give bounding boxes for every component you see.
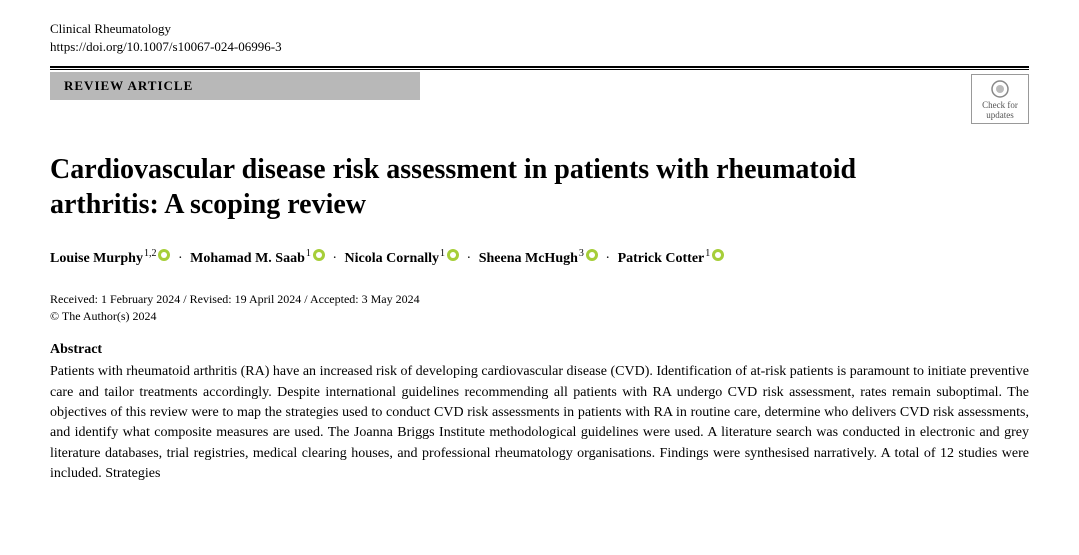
author-separator: · xyxy=(178,251,183,266)
article-type-badge: REVIEW ARTICLE xyxy=(50,72,420,100)
author-separator: · xyxy=(605,251,610,266)
article-type-row: REVIEW ARTICLE Check for updates xyxy=(50,72,1029,124)
author[interactable]: Mohamad M. Saab1 xyxy=(190,251,325,266)
orcid-icon[interactable] xyxy=(712,249,724,261)
check-updates-label-1: Check for xyxy=(982,100,1018,110)
author[interactable]: Louise Murphy1,2 xyxy=(50,251,170,266)
check-updates-label-2: updates xyxy=(986,110,1014,120)
author[interactable]: Sheena McHugh3 xyxy=(479,251,598,266)
orcid-icon[interactable] xyxy=(447,249,459,261)
journal-name: Clinical Rheumatology xyxy=(50,20,1029,38)
authors-list: Louise Murphy1,2 · Mohamad M. Saab1 · Ni… xyxy=(50,248,1029,267)
publication-dates: Received: 1 February 2024 / Revised: 19 … xyxy=(50,291,1029,325)
orcid-icon[interactable] xyxy=(586,249,598,261)
author[interactable]: Nicola Cornally1 xyxy=(345,251,460,266)
copyright-line: © The Author(s) 2024 xyxy=(50,309,157,323)
abstract-heading: Abstract xyxy=(50,342,1029,358)
check-for-updates-button[interactable]: Check for updates xyxy=(971,74,1029,124)
orcid-icon[interactable] xyxy=(313,249,325,261)
author[interactable]: Patrick Cotter1 xyxy=(618,251,725,266)
check-updates-icon xyxy=(990,79,1010,99)
header-rule xyxy=(50,66,1029,70)
dates-line: Received: 1 February 2024 / Revised: 19 … xyxy=(50,292,420,306)
author-separator: · xyxy=(467,251,472,266)
doi-link[interactable]: https://doi.org/10.1007/s10067-024-06996… xyxy=(50,38,1029,56)
journal-header: Clinical Rheumatology https://doi.org/10… xyxy=(50,20,1029,56)
abstract-text: Patients with rheumatoid arthritis (RA) … xyxy=(50,362,1029,484)
article-title: Cardiovascular disease risk assessment i… xyxy=(50,152,930,222)
orcid-icon[interactable] xyxy=(158,249,170,261)
author-separator: · xyxy=(332,251,337,266)
